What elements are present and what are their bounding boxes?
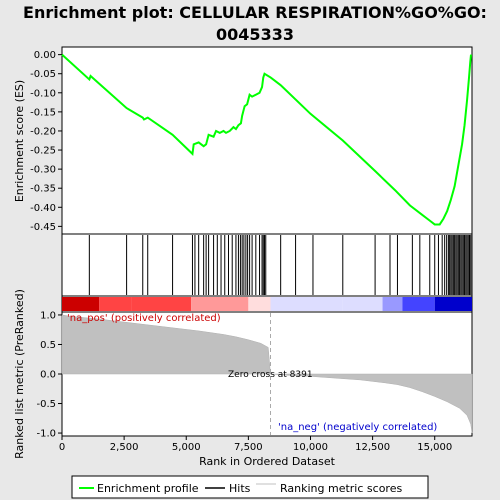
es-y-tick-label: -0.45 — [30, 222, 56, 233]
legend-metric-label: Ranking metric scores — [280, 482, 402, 495]
x-tick-label: 5,000 — [172, 442, 201, 453]
es-y-ticks: 0.00 -0.05 -0.10 -0.15 -0.20 -0.25 -0.30 -0.35 -… — [30, 50, 62, 233]
es-y-tick-label: -0.05 — [30, 69, 56, 80]
heatmap-band — [248, 297, 271, 311]
metric-y-tick-label: -0.5 — [36, 399, 56, 410]
heatmap-band — [382, 297, 403, 311]
x-tick-label: 2,500 — [110, 442, 139, 453]
heatmap-band — [342, 297, 383, 311]
heatmap-band — [270, 297, 343, 311]
es-y-tick-label: -0.30 — [30, 165, 56, 176]
metric-y-ticks: 1.0 0.5 0.0 -0.5 -1.0 — [36, 310, 62, 440]
legend: Enrichment profile Hits Ranking metric s… — [71, 475, 429, 499]
hits-panel — [61, 233, 473, 297]
enrichment-profile-line — [61, 53, 473, 226]
heatmap-band — [131, 297, 192, 311]
legend-hits-label: Hits — [229, 482, 251, 495]
ranking-metric-area — [61, 314, 473, 434]
heatmap-band — [434, 297, 472, 311]
heatmap-band — [191, 297, 249, 311]
pos-correlated-label: 'na_pos' (positively correlated) — [67, 313, 221, 324]
x-axis-label: Rank in Ordered Dataset — [199, 455, 336, 468]
metric-y-axis-label: Ranked list metric (PreRanked) — [13, 289, 26, 459]
x-axis-ticks: 0 2,500 5,000 7,500 10,000 12,500 15,000 — [59, 436, 452, 453]
es-y-tick-label: -0.35 — [30, 184, 56, 195]
es-y-tick-label: 0.00 — [34, 50, 56, 61]
x-tick-label: 12,500 — [355, 442, 390, 453]
es-y-axis-label: Enrichment score (ES) — [13, 80, 26, 202]
legend-box — [71, 475, 429, 499]
metric-y-tick-label: 0.5 — [40, 340, 56, 351]
metric-y-tick-label: -1.0 — [36, 429, 56, 440]
zero-cross-label: Zero cross at 8391 — [228, 370, 313, 380]
hit-lines — [88, 235, 472, 295]
es-y-tick-label: -0.40 — [30, 203, 56, 214]
metric-area-path — [61, 314, 473, 434]
heatmap-band — [99, 297, 132, 311]
es-panel — [61, 46, 473, 235]
heatmap-band — [402, 297, 435, 311]
chart-title-line1: Enrichment plot: CELLULAR RESPIRATION%GO… — [23, 3, 487, 22]
es-y-tick-label: -0.10 — [30, 88, 56, 99]
x-tick-label: 10,000 — [293, 442, 328, 453]
neg-correlated-label: 'na_neg' (negatively correlated) — [278, 422, 437, 433]
enrichment-profile-polyline — [61, 53, 473, 226]
es-y-tick-label: -0.15 — [30, 107, 56, 118]
x-tick-label: 15,000 — [417, 442, 452, 453]
metric-y-tick-label: 1.0 — [40, 310, 56, 321]
chart-title-line2: 0045333 — [216, 25, 294, 44]
metric-y-tick-label: 0.0 — [40, 370, 56, 381]
es-y-tick-label: -0.25 — [30, 146, 56, 157]
heatmap-band — [62, 297, 100, 311]
rank-heatmap — [62, 297, 472, 311]
x-tick-label: 0 — [59, 442, 65, 453]
x-tick-label: 7,500 — [234, 442, 263, 453]
legend-enrichment-label: Enrichment profile — [97, 482, 199, 495]
es-y-tick-label: -0.20 — [30, 126, 56, 137]
